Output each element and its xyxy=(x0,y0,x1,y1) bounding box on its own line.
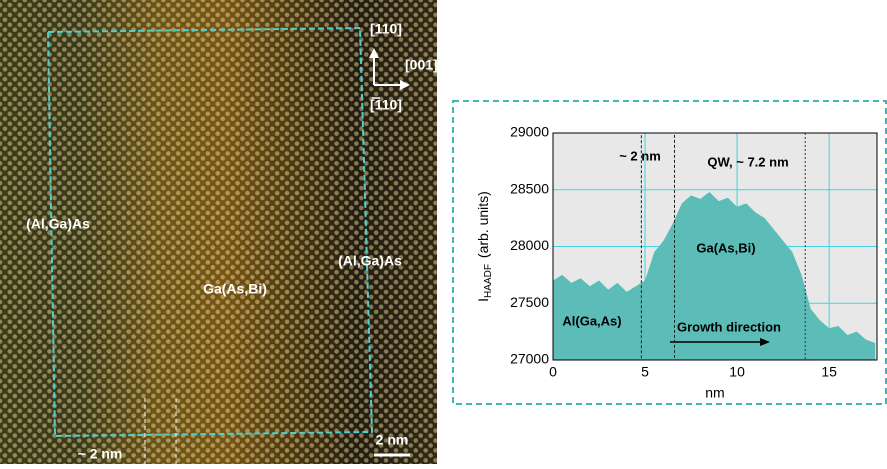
y-tick-label: 29000 xyxy=(510,124,549,140)
region-label: (Al,Ga)As xyxy=(338,253,402,269)
figure: [110] [001] [110] (Al,Ga)As Ga(As,Bi) (A… xyxy=(0,0,887,464)
y-axis-label: IHAADF(arb. units) xyxy=(475,191,494,302)
annotation: ~ 2 nm xyxy=(619,148,661,163)
x-tick-label: 5 xyxy=(641,364,649,380)
y-axis-subscript: HAADF xyxy=(483,264,494,298)
region-label: (Al,Ga)As xyxy=(26,216,90,232)
y-tick-label: 27000 xyxy=(510,351,549,367)
annotation: Al(Ga,As) xyxy=(562,313,621,328)
y-axis-unit: (arb. units) xyxy=(475,191,491,258)
y-tick-label: 28000 xyxy=(510,237,549,253)
x-tick-label: 0 xyxy=(549,364,557,380)
x-tick-label: 15 xyxy=(821,364,837,380)
annotation: Growth direction xyxy=(677,319,781,334)
width-label: ~ 2 nm xyxy=(78,446,123,462)
direction-label: [001] xyxy=(405,57,438,73)
micrograph: [110] [001] [110] (Al,Ga)As Ga(As,Bi) (A… xyxy=(0,0,438,464)
direction-label: [110] xyxy=(370,21,402,37)
annotation: Ga(As,Bi) xyxy=(696,240,755,255)
x-axis-label: nm xyxy=(705,385,724,401)
y-tick-label: 27500 xyxy=(510,294,549,310)
y-tick-label: 28500 xyxy=(510,180,549,196)
x-tick-label: 10 xyxy=(729,364,745,380)
page: {"image": {"labels": ["[110]", "[001]", … xyxy=(0,0,887,464)
scale-label: 2 nm xyxy=(376,432,409,448)
direction-label: [110] xyxy=(370,97,402,113)
annotation: QW, ~ 7.2 nm xyxy=(707,154,788,169)
plot: 27000 27500 28000 28500 29000 0 5 10 15 ~ 2 nm QW,… xyxy=(475,124,877,401)
region-label: Ga(As,Bi) xyxy=(203,281,267,297)
